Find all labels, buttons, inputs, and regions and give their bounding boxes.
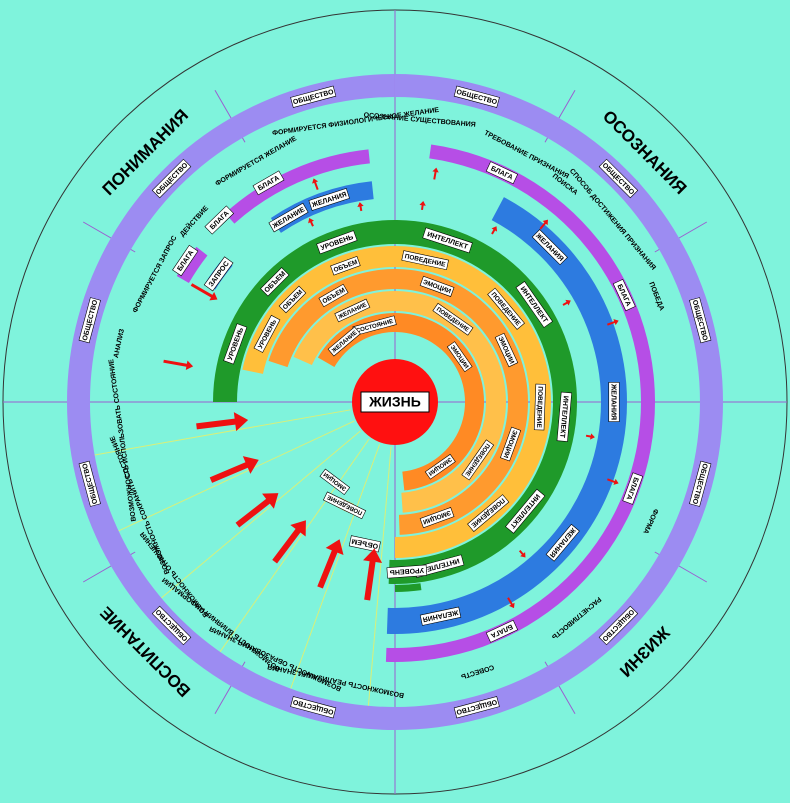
- small-arrow: [312, 178, 319, 190]
- ring-label-box: [319, 468, 351, 496]
- ring-label-box: [419, 606, 462, 626]
- arrow: [163, 359, 194, 370]
- ring-label-box: [598, 158, 639, 199]
- ring-label-box: [494, 332, 519, 368]
- ring-label-box: [316, 230, 358, 255]
- ring-label: ЖЕЛАНИЯ: [608, 382, 620, 422]
- ring-label-box: [432, 302, 474, 336]
- desires-ring: [386, 197, 627, 634]
- sector-line: [290, 444, 381, 689]
- ring-label-box: [419, 275, 455, 297]
- ring-label-box: [260, 267, 290, 297]
- ring-label-box: [608, 382, 620, 422]
- ring-label-text: ЖЕЛАНИЯ: [610, 383, 617, 420]
- ring-label: УРОВЕНЬ: [386, 564, 428, 579]
- ring-label-box: [545, 523, 580, 562]
- level-box: [395, 583, 422, 592]
- ring-label-box: [330, 255, 361, 276]
- ring-label-box: [500, 426, 522, 462]
- ring-label-box: [485, 161, 519, 185]
- sector-line: [118, 420, 355, 532]
- small-arrow: [585, 433, 595, 440]
- blessings-ring: [176, 246, 208, 283]
- ring-label-box: [515, 281, 553, 328]
- ring-label-box: [598, 605, 639, 646]
- ring-label-box: [422, 227, 473, 254]
- ring-label-box: [401, 250, 449, 271]
- small-arrow: [432, 167, 439, 180]
- big-arrow: [196, 412, 249, 432]
- arrow: [190, 283, 218, 301]
- ring-label-box: [505, 488, 546, 534]
- big-arrow: [235, 493, 279, 528]
- ring-label-box: [533, 383, 546, 431]
- ring-label-box: [151, 605, 192, 646]
- ring-label-text: ПОВЕДЕНИЕ: [535, 386, 543, 428]
- ring-label-box: [348, 535, 381, 553]
- ring-label-box: [467, 494, 510, 532]
- sector-line: [94, 409, 351, 456]
- sector-line: [219, 438, 370, 653]
- ring-label-box: [453, 85, 500, 108]
- small-arrow: [491, 226, 498, 235]
- ring-label-box: [689, 297, 712, 344]
- big-arrow: [209, 456, 259, 483]
- ring-label-box: [424, 453, 456, 480]
- sector-line: [367, 446, 392, 706]
- ring-label: ПОВЕДЕНИЕ: [533, 383, 546, 431]
- ring-label-box: [223, 323, 248, 365]
- center-label-box: [360, 391, 430, 413]
- ring-label-box: [151, 158, 192, 199]
- ring-label-box: [172, 244, 199, 277]
- ring-label-box: [419, 507, 455, 529]
- small-arrow: [607, 319, 619, 326]
- big-arrow: [317, 539, 344, 589]
- blessings-ring: [225, 149, 370, 224]
- ring-label-box: [290, 85, 337, 108]
- center-label: ЖИЗНЬ: [368, 394, 421, 410]
- ring-label-text: ИНТЕЛЛЕКТ: [558, 395, 569, 438]
- ring-label-box: [334, 298, 371, 323]
- ring-label-box: [612, 278, 636, 312]
- small-arrow: [607, 478, 619, 485]
- small-arrow: [308, 218, 314, 227]
- small-arrow: [518, 549, 526, 558]
- ring-label-box: [252, 170, 285, 196]
- big-arrow: [363, 548, 383, 601]
- ring-label-box: [268, 202, 309, 233]
- ring-label-box: [323, 491, 367, 520]
- ring-label-box: [318, 283, 349, 308]
- ring-label-box: [253, 314, 281, 353]
- ring-label: ОБЪЕМ: [348, 535, 381, 553]
- ring-label-box: [308, 187, 350, 211]
- ring-label-box: [556, 391, 573, 442]
- ring-label-box: [622, 472, 644, 505]
- ring-label-box: [327, 326, 361, 357]
- sector-line: [161, 430, 361, 599]
- ring-label: ИНТЕЛЛЕКТ: [556, 391, 573, 442]
- ring-label-box: [487, 287, 525, 330]
- ring-label-box: [689, 460, 712, 507]
- ring-label-box: [204, 205, 235, 235]
- small-arrow: [357, 202, 364, 212]
- ring-label-box: [386, 564, 428, 579]
- ring-label-box: [453, 696, 500, 719]
- small-arrow: [419, 200, 426, 211]
- small-arrow: [539, 219, 548, 230]
- ring-label-box: [278, 285, 307, 314]
- ring-label-box: [203, 256, 234, 292]
- small-arrow: [562, 299, 571, 306]
- small-arrow: [507, 597, 515, 609]
- ring-label-box: [461, 439, 495, 481]
- big-arrow: [272, 520, 306, 564]
- ring-label-box: [485, 619, 519, 643]
- ring-label-box: [446, 341, 473, 373]
- ring-label-box: [78, 297, 101, 344]
- ring-label-box: [78, 460, 101, 507]
- ring-label-box: [290, 696, 337, 719]
- ring-label-text: УРОВЕНЬ: [390, 566, 425, 575]
- ring-label-box: [531, 229, 568, 266]
